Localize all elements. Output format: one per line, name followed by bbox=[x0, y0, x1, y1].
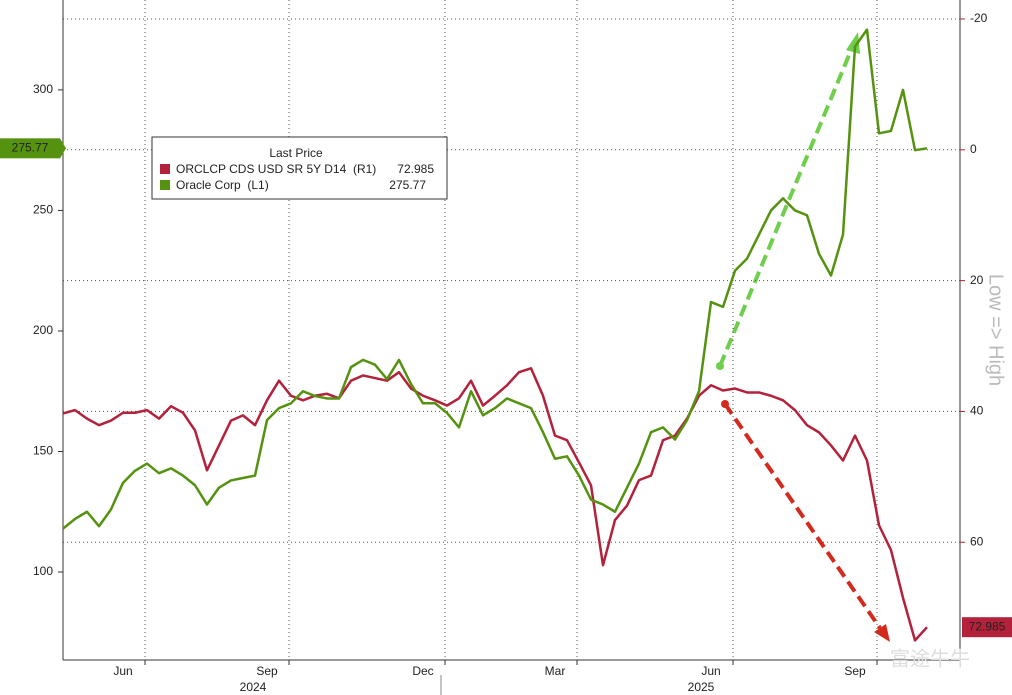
x-group-label: 2024 bbox=[240, 680, 267, 694]
legend-value: 275.77 bbox=[389, 178, 426, 192]
down-arrow-head bbox=[874, 624, 890, 642]
legend-swatch bbox=[160, 180, 170, 190]
watermark: 富途牛牛 bbox=[890, 647, 970, 670]
legend-swatch bbox=[160, 164, 170, 174]
value-tag bbox=[962, 617, 1012, 638]
x-group-label: 2025 bbox=[688, 680, 715, 694]
up-arrow-head bbox=[846, 32, 860, 54]
legend-value: 72.985 bbox=[397, 162, 434, 176]
x-tick-label: Dec bbox=[412, 664, 433, 678]
x-tick-label: Mar bbox=[545, 664, 566, 678]
series-line bbox=[62, 28, 928, 530]
y-tick-label: 250 bbox=[33, 203, 53, 217]
y2-tick-label: 60 bbox=[970, 534, 984, 548]
value-tag-label: 275.77 bbox=[12, 140, 49, 154]
annotation-arrows bbox=[716, 32, 890, 642]
down-arrow-start bbox=[721, 400, 729, 408]
x-tick-label: Sep bbox=[256, 664, 278, 678]
legend: Last Price ORCLCP CDS USD SR 5Y D14 (R1)… bbox=[151, 136, 448, 200]
y2-tick-label: 20 bbox=[970, 273, 984, 287]
y2-axis-label: Low => High bbox=[985, 274, 1007, 386]
x-tick-label: Jun bbox=[701, 664, 720, 678]
legend-title: Last Price bbox=[269, 146, 323, 160]
y-tick-label: 100 bbox=[33, 564, 53, 578]
y-tick-label: 150 bbox=[33, 444, 53, 458]
up-arrow bbox=[718, 47, 854, 367]
y2-tick-label: 0 bbox=[970, 142, 977, 156]
y2-tick-label: -20 bbox=[970, 11, 988, 25]
value-tag bbox=[0, 138, 60, 159]
value-tag-label: 72.985 bbox=[969, 619, 1006, 633]
y-tick-label: 200 bbox=[33, 323, 53, 337]
legend-label: Oracle Corp (L1) bbox=[176, 178, 269, 192]
legend-box bbox=[151, 136, 448, 200]
legend-label: ORCLCP CDS USD SR 5Y D14 (R1) bbox=[176, 162, 376, 176]
value-tag-pointer bbox=[60, 138, 66, 159]
down-arrow bbox=[723, 402, 882, 630]
x-tick-label: Jun bbox=[113, 664, 132, 678]
x-tick-label: Sep bbox=[844, 664, 866, 678]
up-arrow-start bbox=[716, 362, 724, 370]
y2-tick-label: 40 bbox=[970, 404, 984, 418]
y-tick-label: 300 bbox=[33, 82, 53, 96]
series-line bbox=[62, 367, 928, 642]
